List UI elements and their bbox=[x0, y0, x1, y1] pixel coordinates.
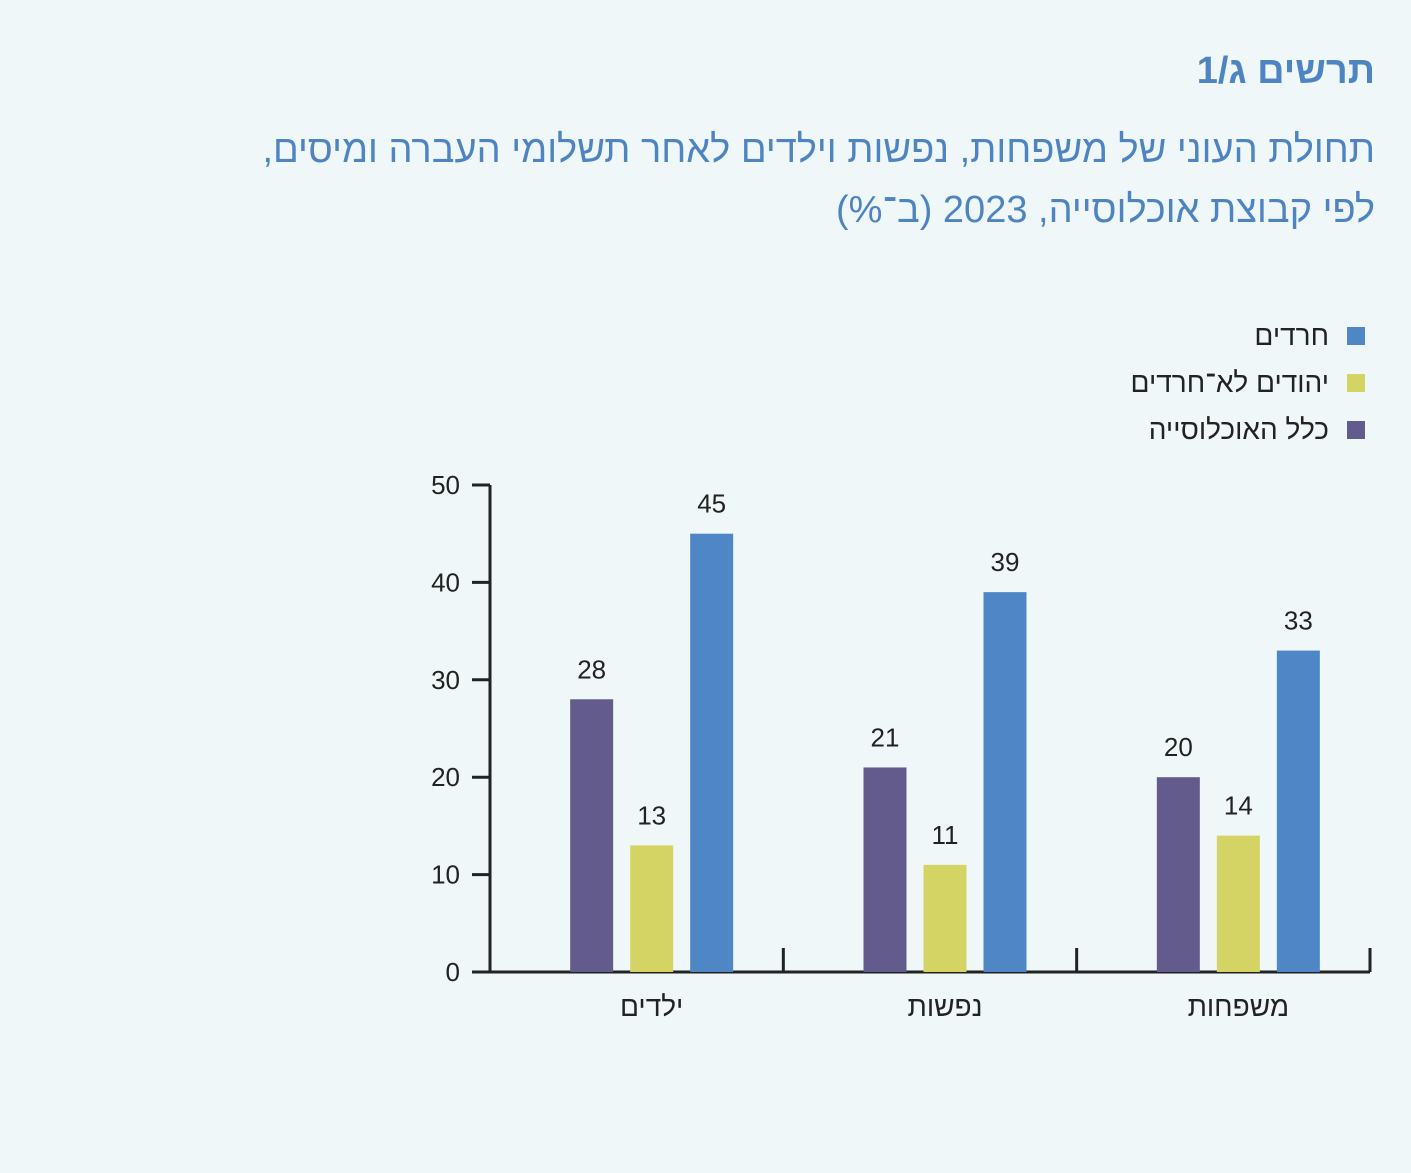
legend-label-total-population: כלל האוכלוסייה bbox=[1148, 413, 1329, 445]
legend-swatch-non-haredi-jews bbox=[1347, 373, 1365, 392]
legend-swatch-haredim bbox=[1347, 326, 1365, 345]
bar-value-label: 28 bbox=[577, 654, 606, 684]
y-tick-label: 0 bbox=[446, 957, 460, 987]
figure-number: תרשים ג/1 bbox=[1196, 50, 1375, 92]
chart-title: תחולת העוני של משפחות, נפשות וילדים לאחר… bbox=[35, 120, 1375, 240]
y-tick-label: 30 bbox=[431, 665, 460, 695]
legend-swatch-total-population bbox=[1347, 420, 1365, 439]
legend-label-non-haredi-jews: יהודים לא־חרדים bbox=[1130, 366, 1329, 398]
bar bbox=[1156, 777, 1200, 972]
legend-item-haredim: חרדים bbox=[1131, 312, 1365, 359]
legend-item-total-population: כלל האוכלוסייה bbox=[1131, 406, 1365, 453]
legend: חרדים יהודים לא־חרדים כלל האוכלוסייה bbox=[1131, 312, 1365, 453]
bar-value-label: 39 bbox=[991, 547, 1020, 577]
bar bbox=[570, 699, 614, 972]
bar bbox=[1216, 835, 1260, 972]
bar bbox=[630, 845, 674, 972]
chart-title-line-2: לפי קבוצת אוכלוסייה, 2023 (ב־%) bbox=[835, 189, 1375, 231]
y-tick-label: 20 bbox=[431, 762, 460, 792]
bar bbox=[983, 592, 1027, 972]
category-label: משפחות bbox=[1188, 991, 1290, 1022]
legend-label-haredim: חרדים bbox=[1254, 319, 1329, 351]
legend-item-non-haredi-jews: יהודים לא־חרדים bbox=[1131, 359, 1365, 406]
y-tick-label: 40 bbox=[431, 567, 460, 597]
bar bbox=[923, 864, 967, 972]
category-label: נפשות bbox=[907, 991, 982, 1022]
bar-value-label: 45 bbox=[697, 489, 726, 519]
bar-value-label: 20 bbox=[1164, 732, 1193, 762]
bar bbox=[863, 767, 907, 972]
bar-value-label: 33 bbox=[1284, 606, 1313, 636]
chart-title-line-1: תחולת העוני של משפחות, נפשות וילדים לאחר… bbox=[262, 129, 1375, 171]
category-label: ילדים bbox=[620, 991, 683, 1022]
bar-value-label: 21 bbox=[871, 722, 900, 752]
bar bbox=[1276, 650, 1320, 972]
bar-value-label: 13 bbox=[637, 800, 666, 830]
bar-value-label: 11 bbox=[932, 820, 959, 850]
y-tick-label: 50 bbox=[431, 470, 460, 500]
y-tick-label: 10 bbox=[431, 860, 460, 890]
bar bbox=[690, 533, 734, 972]
bar-value-label: 14 bbox=[1224, 791, 1253, 821]
